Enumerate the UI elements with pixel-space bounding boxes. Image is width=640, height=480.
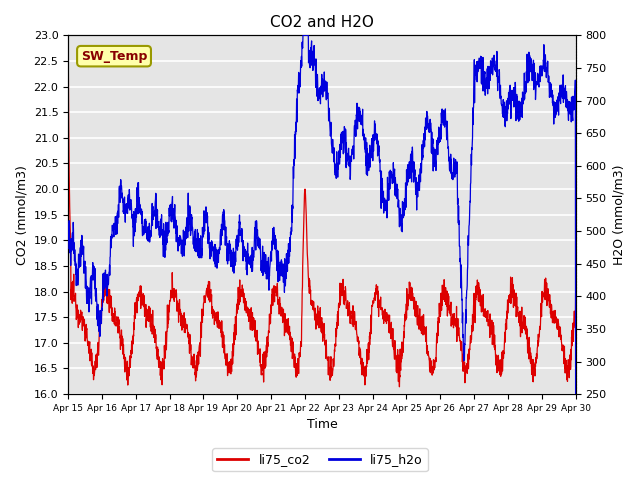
- Title: CO2 and H2O: CO2 and H2O: [270, 15, 374, 30]
- Y-axis label: H2O (mmol/m3): H2O (mmol/m3): [612, 165, 625, 265]
- Text: SW_Temp: SW_Temp: [81, 50, 147, 63]
- Legend: li75_co2, li75_h2o: li75_co2, li75_h2o: [212, 448, 428, 471]
- X-axis label: Time: Time: [307, 419, 337, 432]
- Y-axis label: CO2 (mmol/m3): CO2 (mmol/m3): [15, 165, 28, 264]
